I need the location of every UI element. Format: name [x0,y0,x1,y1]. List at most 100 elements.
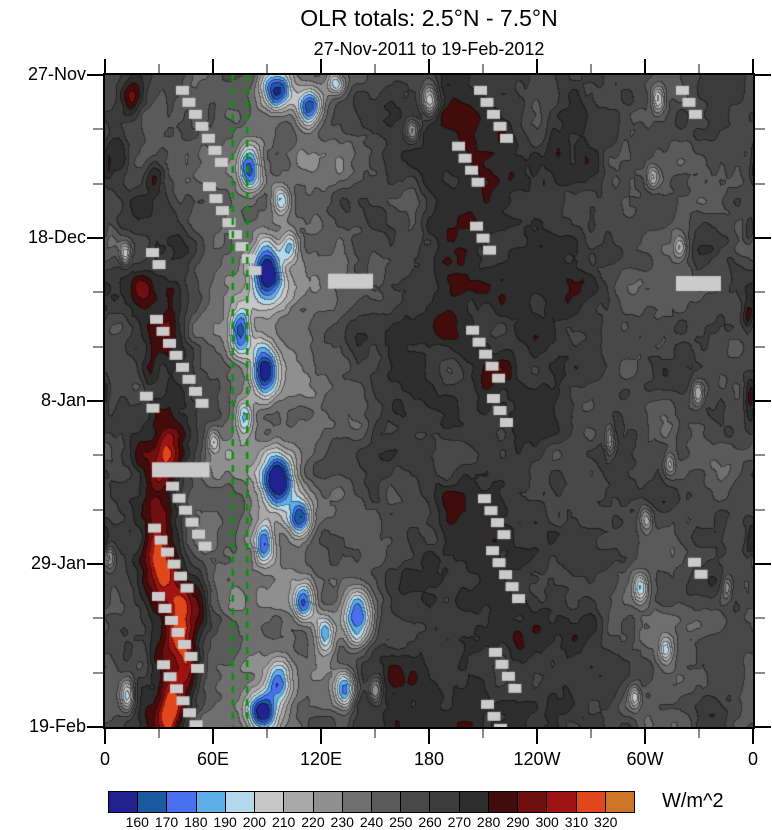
y-major-tick [87,237,103,239]
colorbar-tick-label: 160 [125,814,149,830]
y-major-tick-right [755,726,771,728]
x-minor-tick-top [266,64,268,73]
x-minor-tick [266,729,268,738]
colorbar-cell [401,792,431,812]
y-minor-tick-right [755,508,765,511]
y-major-tick-right [755,74,771,76]
colorbar-cell [138,792,168,812]
y-minor-tick [93,508,103,511]
y-minor-tick-right [755,345,765,348]
y-tick-label: 18-Dec [27,227,86,247]
y-major-tick-right [755,563,771,565]
colorbar-tick-label: 250 [389,814,413,830]
colorbar-tick-label: 260 [418,814,442,830]
hovmoller-field-canvas [105,75,753,727]
y-minor-tick-right [755,454,765,457]
x-minor-tick [374,729,376,738]
colorbar-cell [196,792,226,812]
y-minor-tick [93,454,103,457]
colorbar-cell [605,792,634,812]
colorbar-cell [313,792,343,812]
y-minor-tick [93,128,103,131]
colorbar-tick-label: 270 [447,814,471,830]
x-major-tick-top [320,59,322,73]
colorbar-cell [167,792,197,812]
x-major-tick [212,729,214,744]
colorbar-cell [109,792,139,812]
colorbar-cell [284,792,314,812]
y-minor-tick [93,617,103,620]
x-major-tick-top [752,59,754,73]
x-major-tick-top [212,59,214,73]
colorbar-tick-label: 170 [154,814,179,830]
colorbar-cell [430,792,460,812]
x-minor-tick-top [158,64,160,73]
colorbar-tick-label: 320 [594,814,618,830]
y-tick-label: 8-Jan [40,390,86,410]
x-major-tick [320,729,322,744]
y-major-tick [87,400,103,402]
colorbar-tick-label: 290 [506,814,530,830]
x-major-tick-top [536,59,538,73]
x-major-tick [644,729,646,744]
x-minor-tick [698,729,700,738]
colorbar-cell [459,792,489,812]
x-minor-tick-top [698,64,700,73]
colorbar-tick-label: 230 [330,814,354,830]
colorbar-cell [518,792,548,812]
x-major-tick [428,729,430,744]
colorbar-tick-label: 300 [535,814,559,830]
y-minor-tick-right [755,128,765,131]
colorbar-tick-label: 220 [301,814,325,830]
x-minor-tick [158,729,160,738]
y-minor-tick [93,182,103,185]
x-major-tick-top [644,59,646,73]
colorbar-tick-label: 200 [242,814,267,830]
colorbar-units-label: W/m^2 [662,790,724,812]
y-major-tick [87,563,103,565]
y-minor-tick [93,291,103,294]
x-minor-tick [590,729,592,738]
x-major-tick [536,729,538,744]
x-tick-label: 120E [299,749,343,769]
x-tick-label: 120W [513,749,561,769]
y-minor-tick-right [755,182,765,185]
y-tick-label: 27-Nov [27,64,86,84]
x-minor-tick-top [482,64,484,73]
x-tick-label: 0 [747,749,758,769]
x-major-tick-top [104,59,106,73]
x-tick-label: 180 [413,749,445,769]
colorbar-tick-label: 180 [184,814,208,830]
colorbar-tick-label: 210 [271,814,296,830]
x-tick-label: 60E [196,749,230,769]
y-major-tick-right [755,400,771,402]
x-tick-label: 60W [626,749,664,769]
x-tick-label: 0 [99,749,110,769]
y-major-tick [87,726,103,728]
colorbar-cell [488,792,519,812]
y-minor-tick-right [755,671,765,674]
chart-subtitle: 27-Nov-2011 to 19-Feb-2012 [313,39,545,59]
chart-title: OLR totals: 2.5°N - 7.5°N [300,5,558,31]
y-major-tick-right [755,237,771,239]
x-major-tick [104,729,106,744]
x-major-tick [752,729,754,744]
y-tick-label: 19-Feb [28,716,86,736]
plot-frame [103,73,755,729]
colorbar [108,791,635,813]
x-minor-tick-top [374,64,376,73]
x-major-tick-top [428,59,430,73]
colorbar-cell [225,792,256,812]
colorbar-cell [342,792,372,812]
y-minor-tick-right [755,617,765,620]
x-minor-tick-top [590,64,592,73]
y-tick-label: 29-Jan [30,553,86,573]
colorbar-tick-label: 190 [213,814,237,830]
y-major-tick [87,74,103,76]
colorbar-tick-label: 240 [359,814,384,830]
colorbar-tick-label: 310 [564,814,589,830]
colorbar-tick-label: 280 [476,814,501,830]
y-minor-tick [93,345,103,348]
colorbar-cell [576,792,606,812]
